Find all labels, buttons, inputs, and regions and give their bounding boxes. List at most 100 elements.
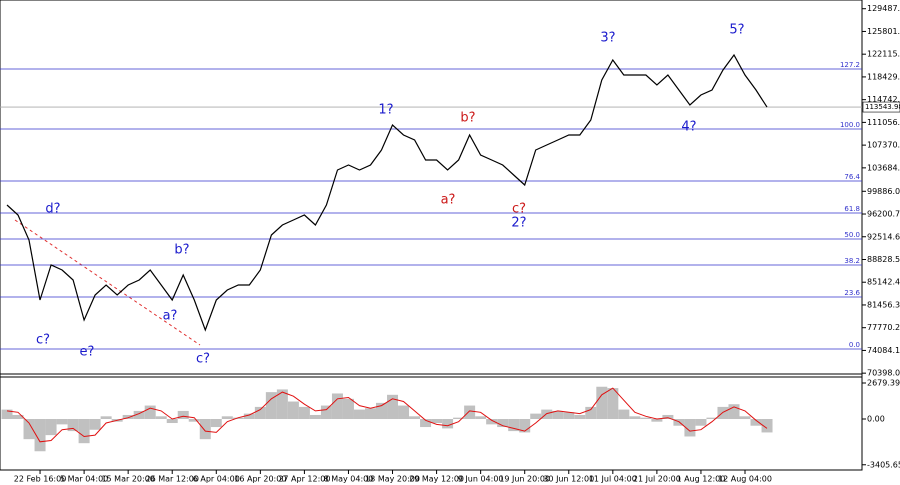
wave-label: e? (80, 345, 95, 360)
histogram-bar (585, 406, 597, 419)
histogram-bar (453, 417, 465, 419)
current-price-box (862, 101, 900, 113)
histogram-bar (210, 418, 222, 428)
histogram-bar (265, 392, 277, 419)
histogram-bar (155, 416, 167, 419)
histogram-bar (309, 414, 321, 419)
histogram-bar (761, 418, 773, 433)
x-tick-label: 21 Jul 20:00 (633, 475, 681, 484)
histogram-bar (320, 405, 332, 419)
x-tick-label: 5 Mar 04:00 (60, 475, 108, 484)
wave-label: a? (163, 309, 178, 324)
x-tick-label: 8 May 04:00 (324, 475, 374, 484)
y-tick-label: 0.00 (867, 414, 885, 423)
x-tick-label: 9 Jun 04:00 (458, 475, 504, 484)
wave-label: 1? (378, 103, 393, 118)
x-tick-label: 30 Jun 12:00 (543, 475, 594, 484)
histogram-bar (188, 418, 200, 422)
wave-label: 5? (729, 23, 744, 38)
y-tick-label: 92514.64 (867, 232, 900, 241)
wave-label: 4? (681, 120, 696, 135)
histogram-bar (67, 418, 79, 432)
y-tick-label: 129487.43 (867, 4, 900, 13)
histogram-bar (706, 417, 718, 419)
y-tick-label: 114742.97 (867, 95, 900, 104)
histogram-bar (486, 418, 498, 425)
fib-label: 50.0 (844, 231, 860, 239)
histogram-bar (607, 388, 619, 419)
wave-label: 3? (600, 31, 615, 46)
x-tick-label: 27 Apr 12:00 (278, 475, 330, 484)
x-tick-label: 1 Aug 12:00 (677, 475, 726, 484)
histogram-bar (552, 410, 564, 419)
histogram-bar (254, 406, 266, 419)
y-tick-label: 125801.27 (867, 27, 900, 36)
histogram-bar (750, 418, 762, 426)
y-tick-label: 118429.97 (867, 72, 900, 81)
trend-line (14, 219, 201, 346)
histogram-bar (221, 416, 233, 419)
histogram-bar (342, 398, 354, 419)
fib-label: 76.4 (844, 173, 860, 181)
x-tick-label: 12 Aug 04:00 (718, 475, 772, 484)
histogram-bar (166, 418, 178, 424)
wave-label: 2? (511, 216, 526, 231)
histogram-bar (541, 409, 553, 419)
histogram-bar (497, 418, 509, 428)
fib-label: 38.2 (844, 257, 860, 265)
wave-label: b? (460, 111, 475, 126)
wave-label: d? (45, 202, 60, 217)
histogram-bar (651, 418, 663, 422)
x-tick-label: 18 May 20:00 (365, 475, 420, 484)
x-tick-label: 15 Mar 20:00 (101, 475, 154, 484)
histogram-bar (298, 406, 310, 419)
histogram-bar (475, 416, 487, 419)
histogram-bar (420, 418, 432, 428)
y-tick-label: 77770.27 (867, 323, 900, 332)
y-tick-label: -3405.653 (867, 460, 900, 469)
y-tick-label: 107370.70 (867, 141, 900, 150)
wave-label: c? (512, 202, 526, 217)
fib-label: 0.0 (849, 341, 860, 349)
histogram-bar (331, 393, 343, 419)
x-tick-label: 22 Feb 16:00 (14, 475, 66, 484)
histogram-bar (133, 410, 145, 419)
histogram-bar (574, 414, 586, 419)
y-tick-label: 122115.11 (867, 50, 900, 59)
wave-label: c? (36, 333, 50, 348)
y-tick-label: 2679.392 (867, 378, 900, 387)
histogram-bar (243, 413, 255, 419)
histogram-bar (662, 414, 674, 419)
histogram-bar (276, 389, 288, 419)
fib-label: 127.2 (840, 61, 860, 69)
histogram-bar (684, 418, 696, 437)
histogram-bar (56, 418, 68, 425)
x-tick-label: 11 Jul 04:00 (589, 475, 637, 484)
y-tick-label: 96200.77 (867, 210, 900, 219)
x-tick-label: 19 Jun 20:00 (499, 475, 550, 484)
histogram-bar (353, 409, 365, 419)
fib-label: 100.0 (840, 121, 860, 129)
current-price-label: 113543.98 (865, 103, 900, 111)
histogram-bar (640, 417, 652, 419)
histogram-bar (508, 418, 520, 432)
histogram-bar (23, 418, 35, 440)
y-tick-label: 74084.17 (867, 346, 900, 355)
histogram-bar (596, 386, 608, 419)
histogram-bar (398, 405, 410, 419)
y-tick-label: 81456.37 (867, 300, 900, 309)
y-tick-label: 88828.57 (867, 255, 900, 264)
fib-label: 61.8 (844, 205, 860, 213)
y-tick-label: 103684.61 (867, 163, 900, 172)
histogram-bar (89, 418, 101, 430)
histogram-bar (409, 416, 421, 419)
histogram-bar (618, 409, 630, 419)
histogram-bar (45, 418, 57, 436)
histogram-bar (177, 410, 189, 419)
y-tick-label: 99886.07 (867, 187, 900, 196)
x-tick-label: 29 May 12:00 (409, 475, 464, 484)
wave-label: c? (196, 352, 210, 367)
histogram-bar (739, 416, 751, 419)
histogram-bar (442, 418, 454, 429)
